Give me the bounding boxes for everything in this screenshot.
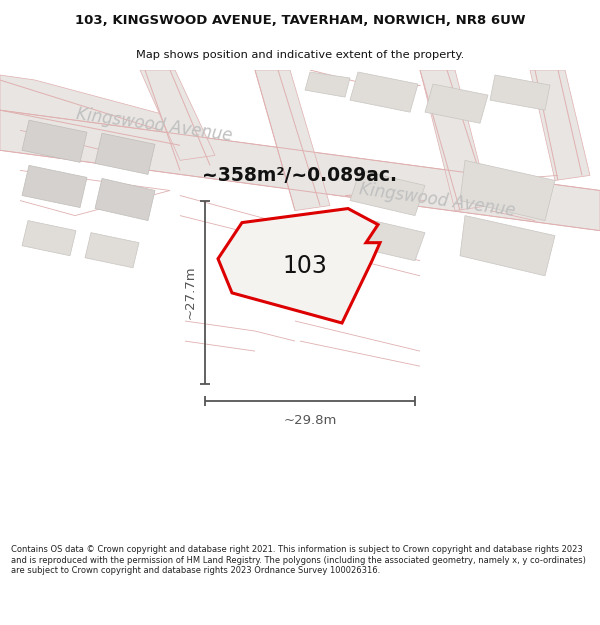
Polygon shape (0, 75, 185, 151)
Polygon shape (350, 171, 425, 216)
Polygon shape (22, 221, 76, 256)
Polygon shape (420, 70, 490, 211)
Text: ~27.7m: ~27.7m (184, 266, 197, 319)
Polygon shape (95, 133, 155, 174)
Text: ~358m²/~0.089ac.: ~358m²/~0.089ac. (203, 166, 398, 185)
Polygon shape (460, 161, 555, 221)
Polygon shape (305, 72, 350, 97)
Text: Contains OS data © Crown copyright and database right 2021. This information is : Contains OS data © Crown copyright and d… (11, 545, 586, 575)
Polygon shape (22, 120, 87, 162)
Polygon shape (490, 75, 550, 110)
Polygon shape (0, 110, 600, 231)
Polygon shape (530, 70, 590, 181)
Text: Kingswood Avenue: Kingswood Avenue (75, 106, 233, 145)
Polygon shape (460, 216, 555, 276)
Text: 103, KINGSWOOD AVENUE, TAVERHAM, NORWICH, NR8 6UW: 103, KINGSWOOD AVENUE, TAVERHAM, NORWICH… (75, 14, 525, 28)
Polygon shape (22, 166, 87, 208)
Polygon shape (255, 70, 330, 211)
Text: Map shows position and indicative extent of the property.: Map shows position and indicative extent… (136, 49, 464, 59)
Polygon shape (218, 209, 380, 323)
Polygon shape (350, 217, 425, 261)
Polygon shape (95, 178, 155, 221)
Text: ~29.8m: ~29.8m (283, 414, 337, 428)
Polygon shape (85, 232, 139, 268)
Polygon shape (350, 72, 418, 112)
Polygon shape (425, 84, 488, 123)
Text: 103: 103 (283, 254, 328, 278)
Text: Kingswood Avenue: Kingswood Avenue (358, 181, 517, 221)
Polygon shape (140, 70, 215, 161)
